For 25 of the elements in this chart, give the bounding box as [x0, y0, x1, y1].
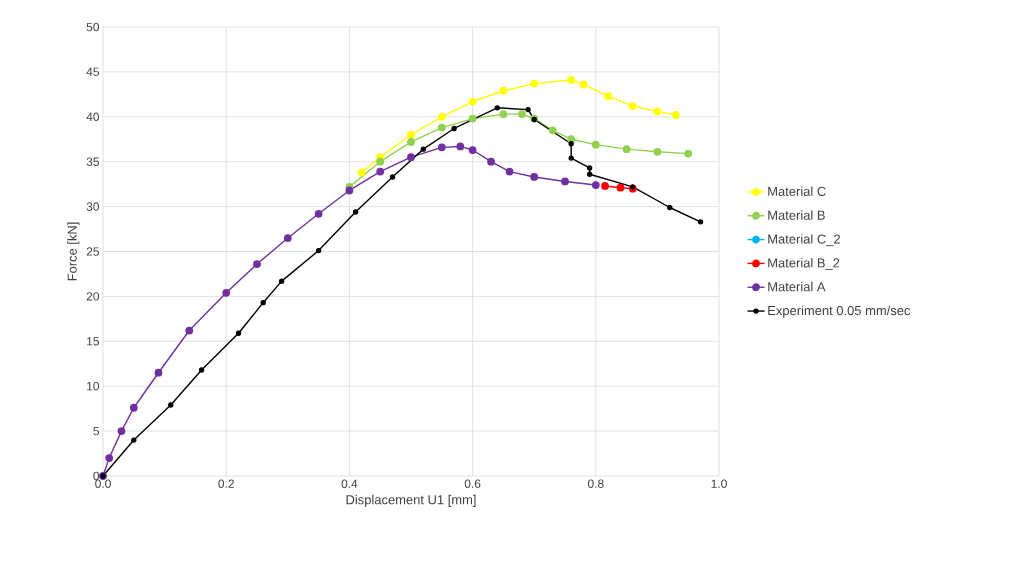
y-tick-label: 50 [86, 22, 100, 32]
x-tick-label: 0.2 [218, 479, 234, 488]
y-tick-label: 0 [93, 471, 100, 481]
y-tick-label: 25 [86, 247, 99, 256]
legend-label: Material C_2 [768, 234, 840, 247]
y-tick-label: 40 [86, 112, 100, 122]
y-tick-label: 45 [86, 67, 99, 77]
legend-label: Material B [768, 210, 825, 220]
y-tick-label: 35 [86, 157, 99, 166]
x-axis-title: Displacement U1 [mm] [346, 494, 476, 507]
y-tick-label: 10 [87, 381, 100, 391]
x-tick-label: 0.0 [95, 479, 111, 488]
legend-label: Material A [768, 281, 826, 292]
y-tick-label: 5 [93, 426, 99, 436]
legend-label: Material B_2 [768, 257, 840, 270]
x-tick-label: 0.8 [587, 479, 604, 488]
legend-label: Experiment 0.05 mm/sec [768, 305, 911, 318]
x-tick-label: 0.6 [464, 479, 481, 488]
y-axis-title: Force [kN] [67, 222, 80, 281]
x-tick-label: 0.4 [341, 479, 358, 488]
y-tick-label: 20 [86, 292, 100, 301]
legend-label: Material C [768, 186, 826, 196]
x-tick-label: 1.0 [711, 479, 727, 488]
y-tick-label: 30 [86, 202, 100, 211]
y-tick-label: 15 [87, 337, 99, 346]
